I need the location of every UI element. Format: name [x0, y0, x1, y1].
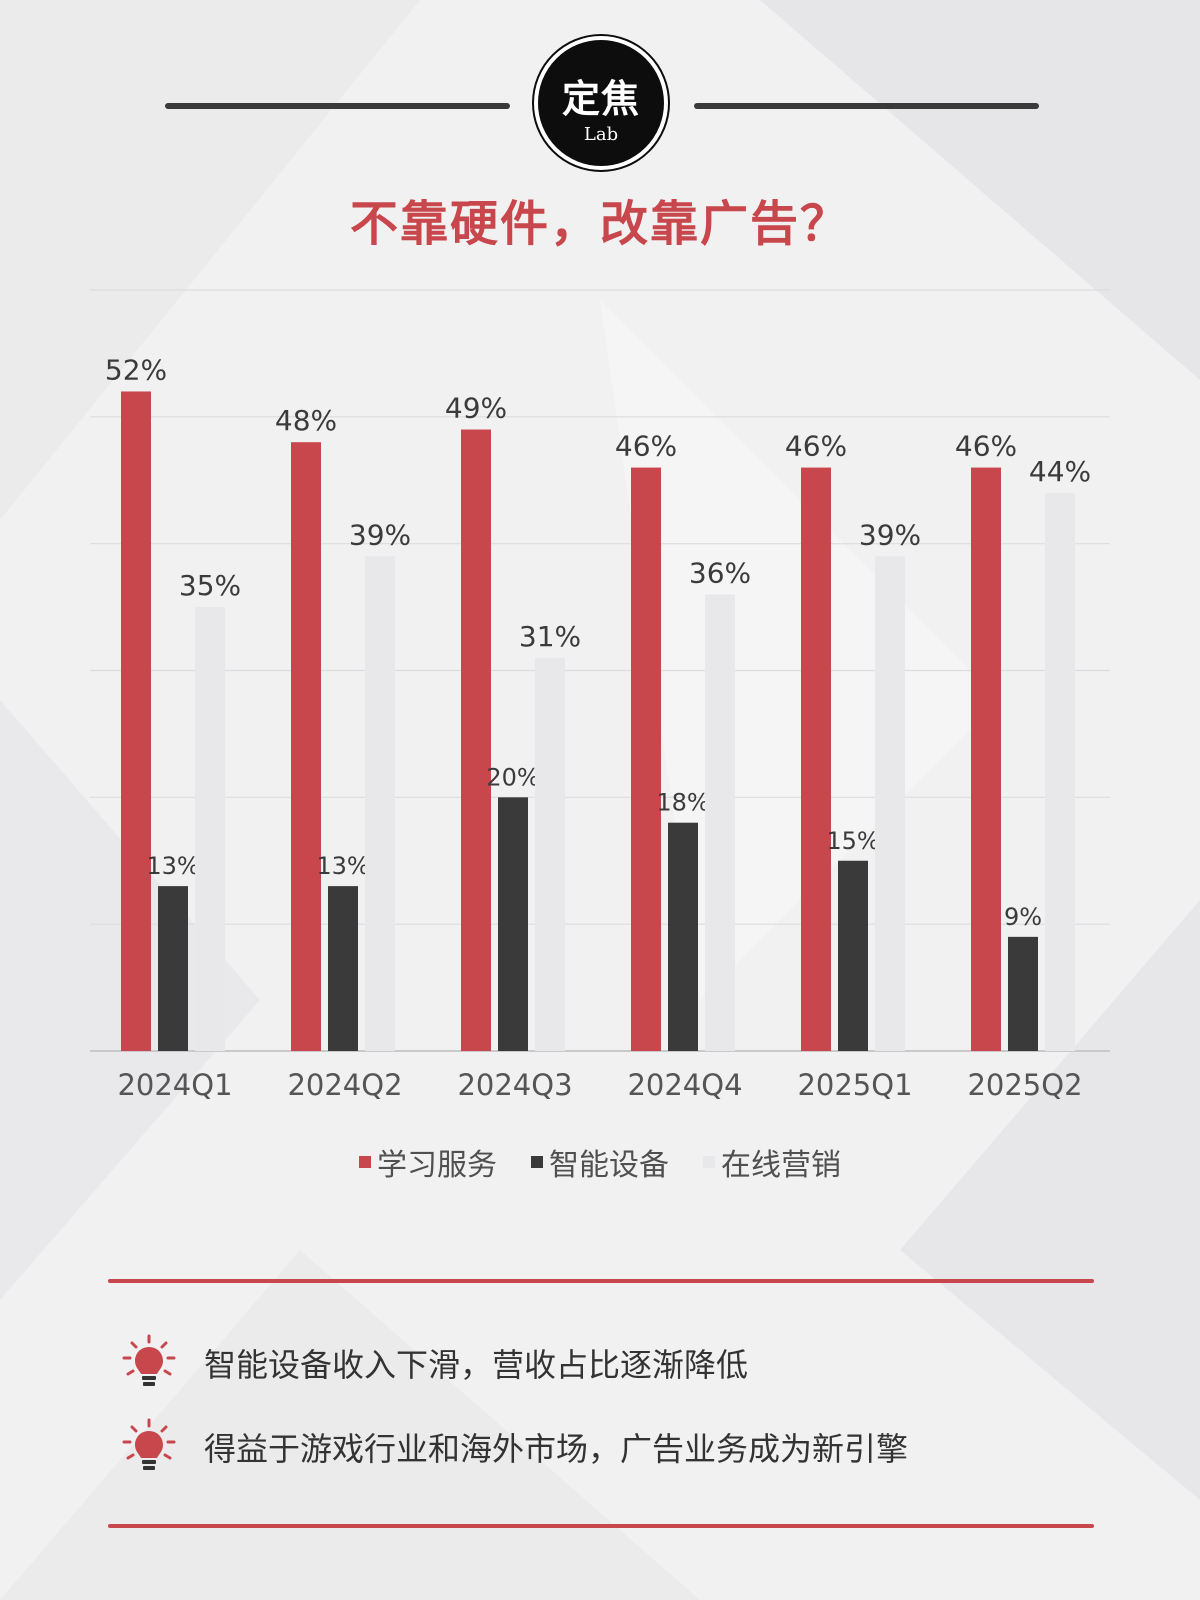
bar-devices	[158, 886, 188, 1051]
bar-devices	[838, 860, 868, 1051]
legend-label: 在线营销	[721, 1148, 841, 1183]
data-label: 44%	[1029, 455, 1091, 488]
x-tick-label: 2025Q1	[797, 1068, 912, 1102]
bar-learning	[291, 442, 321, 1051]
data-label: 13%	[316, 852, 369, 880]
bar-devices	[498, 797, 528, 1051]
bar-learning	[121, 391, 151, 1051]
data-label: 46%	[955, 430, 1017, 463]
note-item-2: 得益于游戏行业和海外市场，广告业务成为新引擎	[120, 1418, 908, 1476]
x-tick-label: 2024Q1	[117, 1068, 232, 1102]
data-label: 52%	[105, 353, 167, 386]
data-label: 39%	[859, 518, 921, 551]
data-label: 31%	[519, 620, 581, 653]
bar-learning	[631, 467, 661, 1052]
lightbulb-icon	[122, 1334, 176, 1386]
x-tick-label: 2024Q4	[627, 1068, 742, 1102]
divider-bottom	[108, 1524, 1094, 1528]
legend-item: 在线营销	[703, 1140, 841, 1184]
header-line-right	[694, 103, 1039, 109]
legend-item: 智能设备	[531, 1140, 669, 1184]
bar-marketing	[195, 607, 225, 1051]
legend-swatch	[531, 1156, 543, 1168]
bar-marketing	[705, 594, 735, 1051]
bar-marketing	[365, 556, 395, 1051]
legend-item: 学习服务	[359, 1140, 497, 1184]
legend-label: 学习服务	[377, 1148, 497, 1183]
data-label: 48%	[275, 404, 337, 437]
page-title: 不靠硬件，改靠广告？	[349, 196, 850, 252]
bar-devices	[1008, 936, 1038, 1051]
data-label: 9%	[1004, 903, 1042, 931]
bar-devices	[668, 822, 698, 1051]
x-tick-label: 2024Q2	[287, 1068, 402, 1102]
note-text-1: 智能设备收入下滑，营收占比逐渐降低	[204, 1346, 749, 1384]
data-label: 39%	[349, 518, 411, 551]
legend-swatch	[703, 1156, 715, 1168]
data-label: 46%	[615, 430, 677, 463]
bar-marketing	[875, 556, 905, 1051]
bar-marketing	[535, 657, 565, 1051]
data-label: 36%	[689, 556, 751, 589]
note-item-1: 智能设备收入下滑，营收占比逐渐降低	[120, 1334, 748, 1392]
bar-learning	[461, 429, 491, 1051]
legend-label: 智能设备	[549, 1148, 669, 1183]
chart-legend: 学习服务 智能设备 在线营销	[0, 1140, 1200, 1184]
data-label: 18%	[656, 789, 709, 817]
bar-learning	[971, 467, 1001, 1052]
data-label: 46%	[785, 430, 847, 463]
data-label: 35%	[179, 569, 241, 602]
lightbulb-icon	[122, 1418, 176, 1470]
x-tick-label: 2025Q2	[967, 1068, 1082, 1102]
divider-top	[108, 1279, 1094, 1283]
data-label: 13%	[146, 852, 199, 880]
bar-learning	[801, 467, 831, 1052]
data-label: 20%	[486, 763, 539, 791]
legend-swatch	[359, 1156, 371, 1168]
header-line-left	[165, 103, 510, 109]
logo-main-text: 定焦	[561, 77, 640, 121]
bar-devices	[328, 886, 358, 1051]
bar-marketing	[1045, 492, 1075, 1051]
note-text-2: 得益于游戏行业和海外市场，广告业务成为新引擎	[204, 1430, 909, 1468]
logo-sub-text: Lab	[583, 124, 619, 145]
x-tick-label: 2024Q3	[457, 1068, 572, 1102]
data-label: 15%	[826, 827, 879, 855]
brand-logo: 定焦 Lab	[534, 36, 668, 170]
data-label: 49%	[445, 392, 507, 425]
